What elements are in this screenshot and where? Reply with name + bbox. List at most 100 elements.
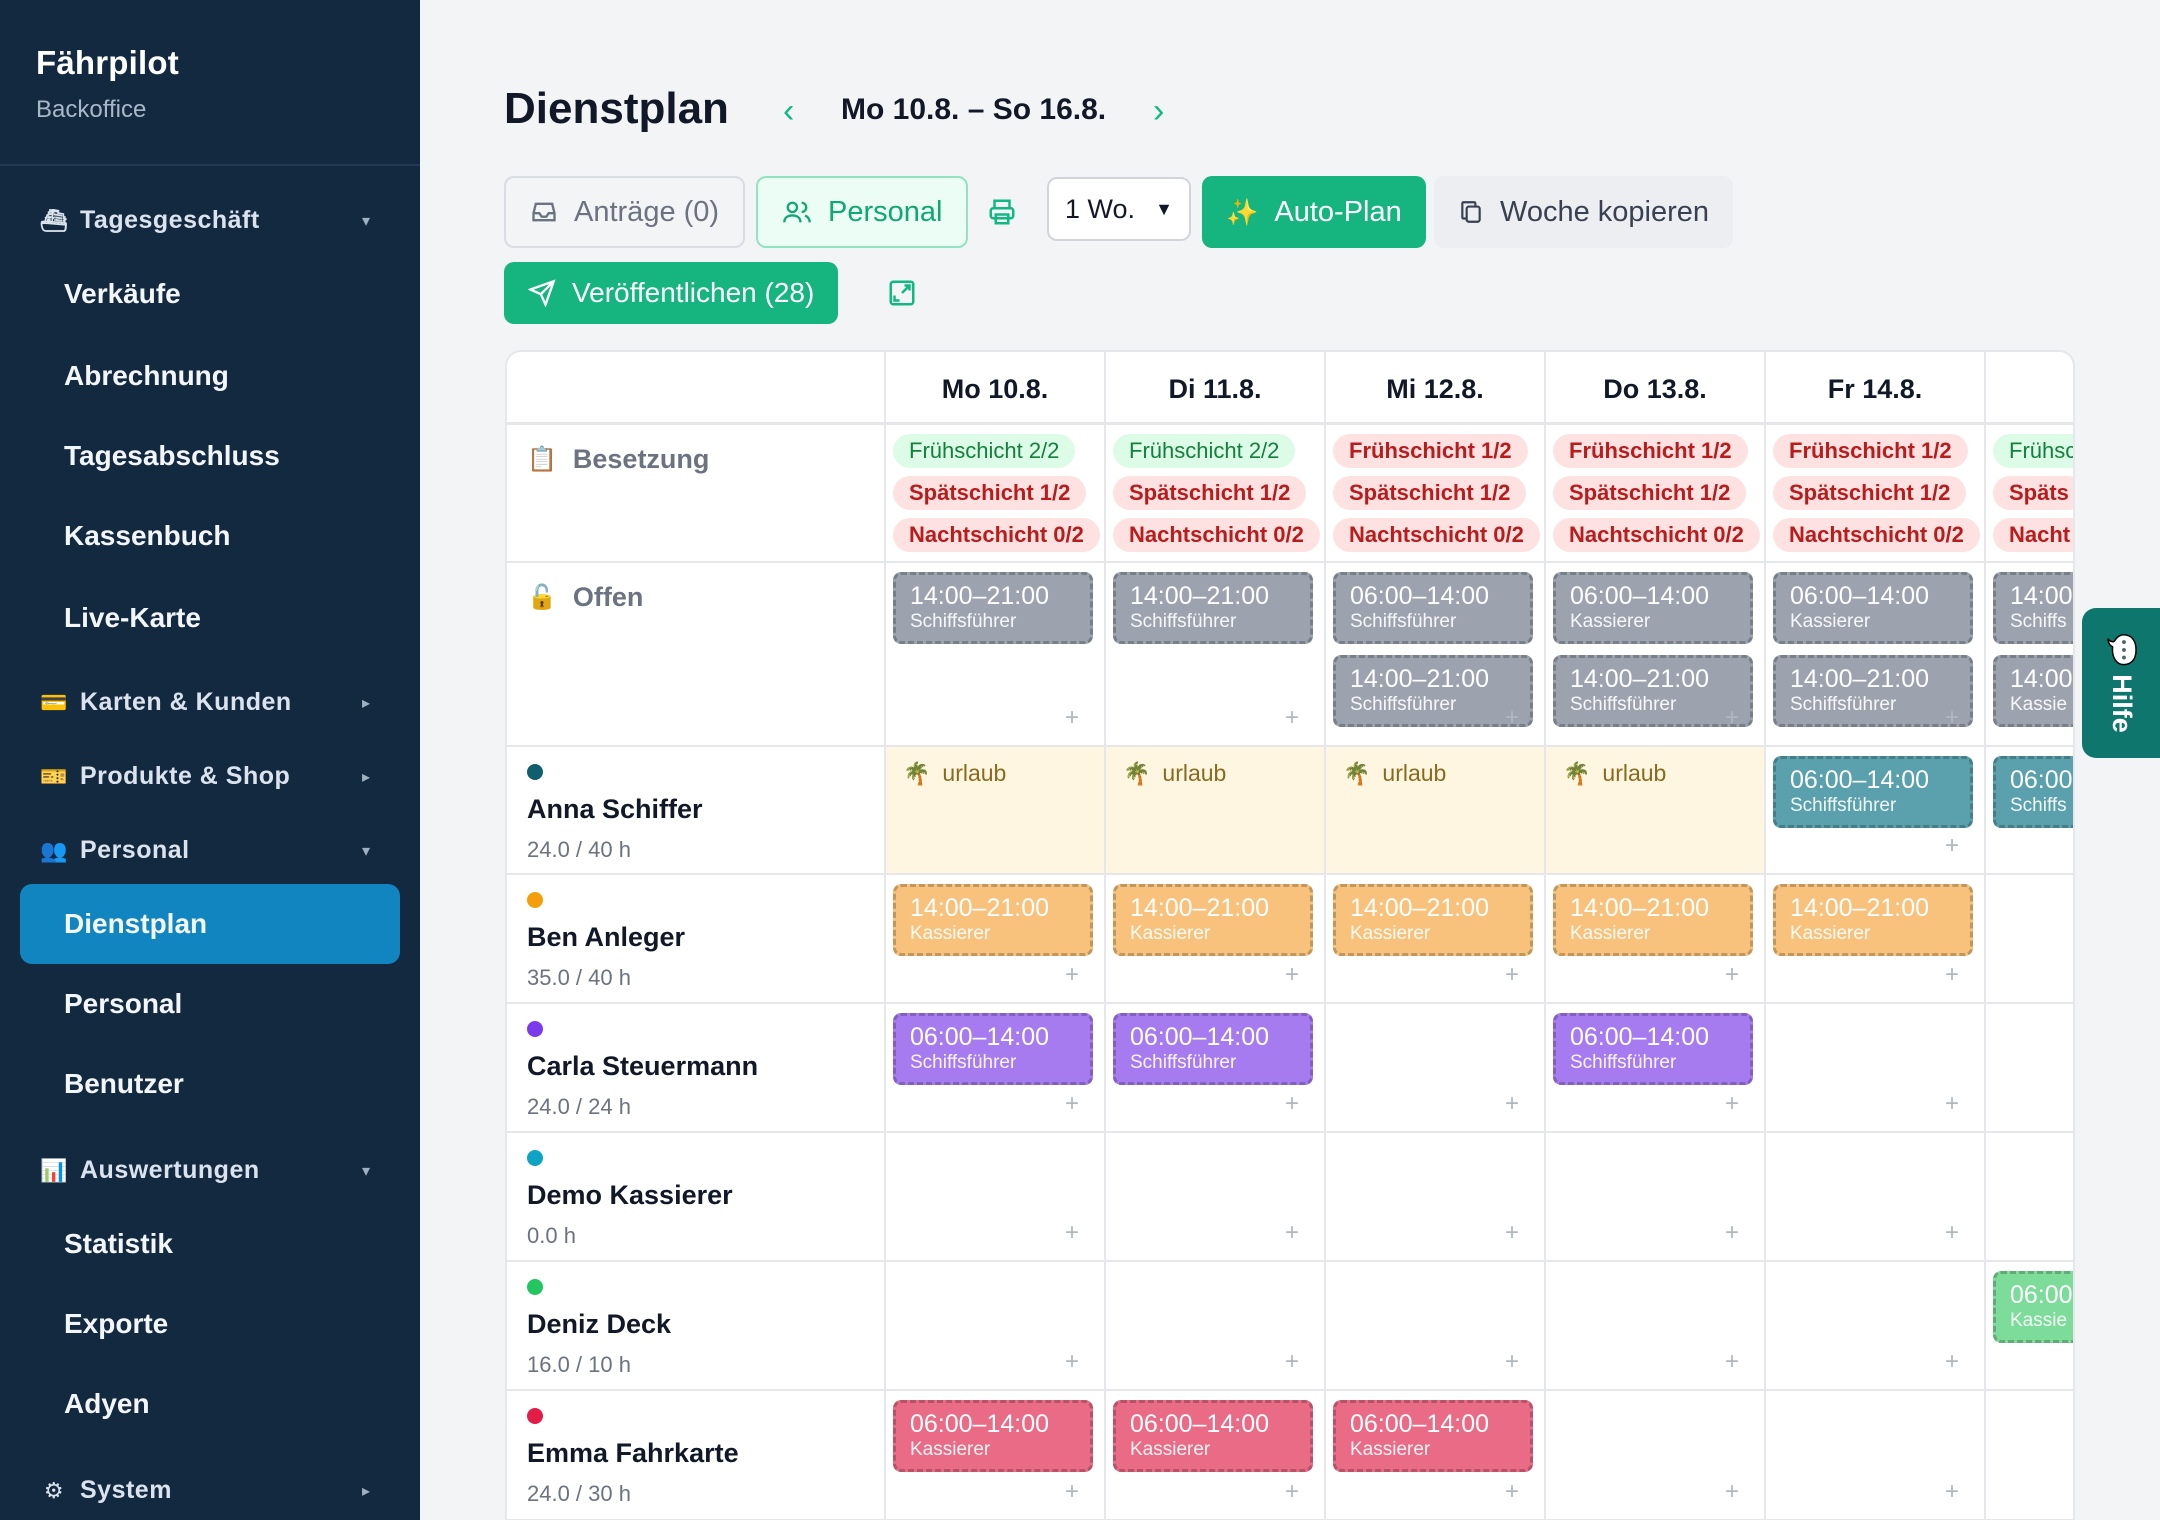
employee-name[interactable]: Demo Kassierer xyxy=(527,1180,733,1210)
nav-section-system[interactable]: ⚙ System ▸ xyxy=(40,1476,370,1505)
add-shift-button[interactable]: + xyxy=(1285,1219,1300,1246)
shift-block[interactable]: 06:00–14:00 Kassierer xyxy=(893,1400,1093,1472)
help-button[interactable]: 💬 Hilfe xyxy=(2082,608,2160,758)
add-shift-button[interactable]: + xyxy=(1065,1348,1080,1375)
sidebar-item-benutzer[interactable]: Benutzer xyxy=(64,1068,184,1099)
shift-block[interactable]: 06:00 Schiffs xyxy=(1993,756,2073,828)
vacation-cell xyxy=(1326,747,1544,873)
sidebar-item-adyen[interactable]: Adyen xyxy=(64,1388,150,1419)
add-shift-button[interactable]: + xyxy=(1725,704,1740,731)
employee-name[interactable]: Anna Schiffer xyxy=(527,794,703,824)
add-shift-button[interactable]: + xyxy=(1285,1478,1300,1505)
nav-section-karten-kunden[interactable]: 💳 Karten & Kunden ▸ xyxy=(40,688,370,717)
employee-name[interactable]: Carla Steuermann xyxy=(527,1051,759,1081)
add-shift-button[interactable]: + xyxy=(1065,704,1080,731)
shift-block[interactable]: 14:00–21:00 Kassierer xyxy=(893,884,1093,956)
shift-block[interactable]: 06:00 Kassie xyxy=(1993,1271,2073,1343)
sidebar-item-dienstplan[interactable]: Dienstplan xyxy=(64,908,208,939)
next-week-button[interactable]: › xyxy=(1153,92,1165,130)
shift-block[interactable]: 06:00–14:00 Schiffsführer xyxy=(1553,1013,1753,1085)
add-shift-button[interactable]: + xyxy=(1945,832,1960,859)
nav-section-auswertungen[interactable]: 📊 Auswertungen ▾ xyxy=(40,1156,370,1185)
staffing-badge: Nachtschicht 0/2 xyxy=(893,518,1100,552)
shift-block[interactable]: 06:00–14:00 Kassierer xyxy=(1333,1400,1533,1472)
sidebar-item-kassenbuch[interactable]: Kassenbuch xyxy=(64,520,231,551)
requests-button[interactable]: Anträge (0) xyxy=(504,176,746,248)
shift-block[interactable]: 14:00–21:00 Kassierer xyxy=(1113,884,1313,956)
employee-name[interactable]: Deniz Deck xyxy=(527,1309,672,1339)
shift-block[interactable]: 06:00–14:00 Schiffsführer xyxy=(1113,1013,1313,1085)
add-shift-button[interactable]: + xyxy=(1505,1348,1520,1375)
nav-section-produkte-shop[interactable]: 🎫 Produkte & Shop ▸ xyxy=(40,762,370,791)
add-shift-button[interactable]: + xyxy=(1725,1478,1740,1505)
shift-block[interactable]: 06:00–14:00 Schiffsführer xyxy=(893,1013,1093,1085)
shift-time: 14:00–21:00 xyxy=(1350,894,1490,922)
add-shift-button[interactable]: + xyxy=(1065,1219,1080,1246)
sidebar-item-personal[interactable]: Personal xyxy=(64,988,183,1019)
shift-block[interactable]: 06:00–14:00 Schiffsführer xyxy=(1773,756,1973,828)
add-shift-button[interactable]: + xyxy=(1725,961,1740,988)
shift-time: 14:00 xyxy=(2010,665,2073,693)
open-shift[interactable]: 14:00 Schiffs xyxy=(1993,572,2073,644)
open-shift[interactable]: 06:00–14:00 Schiffsführer xyxy=(1333,572,1533,644)
sidebar-item-dienstplan-active[interactable] xyxy=(20,884,400,964)
employee-color-dot xyxy=(527,1021,543,1037)
add-shift-button[interactable]: + xyxy=(1505,1478,1520,1505)
add-shift-button[interactable]: + xyxy=(1065,961,1080,988)
palm-tree-icon: 🌴 xyxy=(903,760,931,786)
add-shift-button[interactable]: + xyxy=(1285,1090,1300,1117)
add-shift-button[interactable]: + xyxy=(1505,1090,1520,1117)
add-shift-button[interactable]: + xyxy=(1945,961,1960,988)
sidebar-item-tagesabschluss[interactable]: Tagesabschluss xyxy=(64,440,280,471)
add-shift-button[interactable]: + xyxy=(1285,704,1300,731)
prev-week-button[interactable]: ‹ xyxy=(783,92,795,130)
shift-block[interactable]: 14:00–21:00 Kassierer xyxy=(1333,884,1533,956)
shift-time: 06:00–14:00 xyxy=(1350,582,1490,610)
sidebar-item-abrechnung[interactable]: Abrechnung xyxy=(64,360,229,391)
add-shift-button[interactable]: + xyxy=(1285,961,1300,988)
add-shift-button[interactable]: + xyxy=(1945,1219,1960,1246)
sidebar-item-exporte[interactable]: Exporte xyxy=(64,1308,169,1339)
add-shift-button[interactable]: + xyxy=(1725,1090,1740,1117)
open-shift[interactable]: 06:00–14:00 Kassierer xyxy=(1553,572,1753,644)
add-shift-button[interactable]: + xyxy=(1065,1090,1080,1117)
personal-filter-button[interactable]: Personal xyxy=(756,176,969,248)
add-shift-button[interactable]: + xyxy=(1505,961,1520,988)
expand-icon[interactable] xyxy=(887,278,917,315)
add-shift-button[interactable]: + xyxy=(1945,704,1960,731)
add-shift-button[interactable]: + xyxy=(1285,1348,1300,1375)
shift-block[interactable]: 06:00–14:00 Kassierer xyxy=(1113,1400,1313,1472)
open-shift[interactable]: 14:00–21:00 Schiffsführer xyxy=(893,572,1093,644)
nav-section-personal[interactable]: 👥 Personal ▾ xyxy=(40,836,370,865)
shift-block[interactable]: 14:00–21:00 Kassierer xyxy=(1553,884,1753,956)
add-shift-button[interactable]: + xyxy=(1065,1478,1080,1505)
add-shift-button[interactable]: + xyxy=(1505,704,1520,731)
open-shift[interactable]: 14:00–21:00 Schiffsführer xyxy=(1113,572,1313,644)
open-shift[interactable]: 14:00–21:00 Schiffsführer xyxy=(1553,655,1753,727)
open-shift[interactable]: 06:00–14:00 Kassierer xyxy=(1773,572,1973,644)
shift-time: 14:00–21:00 xyxy=(1130,894,1270,922)
copy-week-button[interactable]: Woche kopieren xyxy=(1434,176,1734,248)
nav-section-tagesgeschaeft[interactable]: ⛴ Tagesgeschäft ▾ xyxy=(40,206,370,235)
autoplan-button[interactable]: ✨ Auto-Plan xyxy=(1202,176,1426,248)
print-icon[interactable] xyxy=(987,197,1017,234)
sidebar-item-statistik[interactable]: Statistik xyxy=(64,1228,173,1259)
range-select[interactable]: 1 Wo. ▼ xyxy=(1047,177,1191,241)
add-shift-button[interactable]: + xyxy=(1945,1478,1960,1505)
sidebar-item-verkaeufe[interactable]: Verkäufe xyxy=(64,278,181,309)
open-shift[interactable]: 14:00–21:00 Schiffsführer xyxy=(1333,655,1533,727)
shift-role: Schiffsführer xyxy=(1350,611,1457,632)
add-shift-button[interactable]: + xyxy=(1945,1348,1960,1375)
add-shift-button[interactable]: + xyxy=(1505,1219,1520,1246)
sidebar-item-live-karte[interactable]: Live-Karte xyxy=(64,602,201,633)
offen-row-label: 🔓 Offen xyxy=(527,582,643,613)
publish-button[interactable]: Veröffentlichen (28) xyxy=(504,262,839,324)
employee-name[interactable]: Ben Anleger xyxy=(527,922,686,952)
add-shift-button[interactable]: + xyxy=(1945,1090,1960,1117)
shift-block[interactable]: 14:00–21:00 Kassierer xyxy=(1773,884,1973,956)
open-shift[interactable]: 14:00 Kassie xyxy=(1993,655,2073,727)
open-shift[interactable]: 14:00–21:00 Schiffsführer xyxy=(1773,655,1973,727)
add-shift-button[interactable]: + xyxy=(1725,1219,1740,1246)
add-shift-button[interactable]: + xyxy=(1725,1348,1740,1375)
employee-name[interactable]: Emma Fahrkarte xyxy=(527,1438,739,1468)
